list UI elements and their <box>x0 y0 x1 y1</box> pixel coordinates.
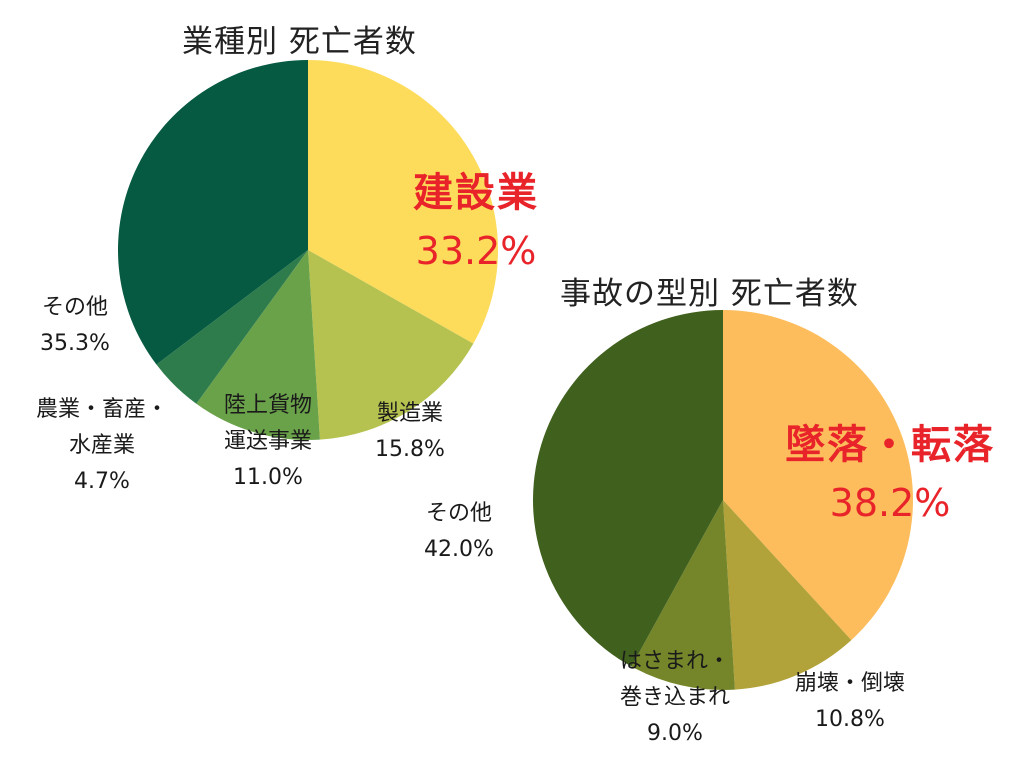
slice-label-name: 製造業 <box>376 401 443 426</box>
slice-label-name: 農業・畜産・ <box>35 397 168 422</box>
slice-manufacturing <box>308 250 474 440</box>
pie-accident-type <box>533 310 913 691</box>
slice-construction <box>308 60 498 344</box>
slice-freight <box>196 250 320 441</box>
slice-label-construction: 建設業 33.2% <box>392 164 560 280</box>
slice-label-value: 15.8% <box>375 437 445 462</box>
chart-title: 業種別 死亡者数 <box>182 24 417 60</box>
slice-label-name: 運送事業 <box>223 429 312 454</box>
slice-label-value: 9.0% <box>647 721 703 746</box>
slice-label-name: 墜落・転落 <box>785 422 995 468</box>
slice-label-freight: 陸上貨物 運送事業 11.0% <box>198 388 338 496</box>
slice-falls <box>723 310 913 641</box>
slice-label-name: 水産業 <box>68 433 135 458</box>
slice-label-value: 38.2% <box>829 481 951 525</box>
slice-label-manufacturing: 製造業 15.8% <box>352 396 468 468</box>
slice-label-name: はさまれ・ <box>619 649 730 674</box>
slice-label-name: 崩壊・倒壊 <box>794 671 905 696</box>
slice-agriculture <box>156 250 308 404</box>
chart-title: 事故の型別 死亡者数 <box>560 276 859 312</box>
slice-label-value: 4.7% <box>74 469 130 494</box>
slice-label-name: 建設業 <box>413 170 539 216</box>
slice-other <box>117 60 308 365</box>
slice-label-value: 10.8% <box>815 707 885 732</box>
slice-label-falls: 墜落・転落 38.2% <box>766 416 1014 532</box>
slice-other <box>533 310 723 667</box>
slice-label-name: 巻き込まれ <box>619 685 730 710</box>
slice-label-name: 陸上貨物 <box>223 393 312 418</box>
slice-label-value: 42.0% <box>424 537 494 562</box>
slice-label-collapse: 崩壊・倒壊 10.8% <box>772 666 928 738</box>
slice-label-name: その他 <box>41 295 108 320</box>
slice-label-agriculture: 農業・畜産・ 水産業 4.7% <box>16 392 188 500</box>
slice-label-value: 35.3% <box>40 331 110 356</box>
slice-label-value: 11.0% <box>233 465 303 490</box>
pie-industry <box>117 60 498 441</box>
slice-label-name: その他 <box>425 501 492 526</box>
slice-collapse <box>723 500 852 690</box>
slice-label-value: 33.2% <box>415 229 537 273</box>
slice-caught-in <box>631 500 735 691</box>
slice-label-caught-in: はさまれ・ 巻き込まれ 9.0% <box>594 644 756 752</box>
slice-label-other: その他 42.0% <box>402 496 516 568</box>
slice-label-other: その他 35.3% <box>20 290 130 362</box>
